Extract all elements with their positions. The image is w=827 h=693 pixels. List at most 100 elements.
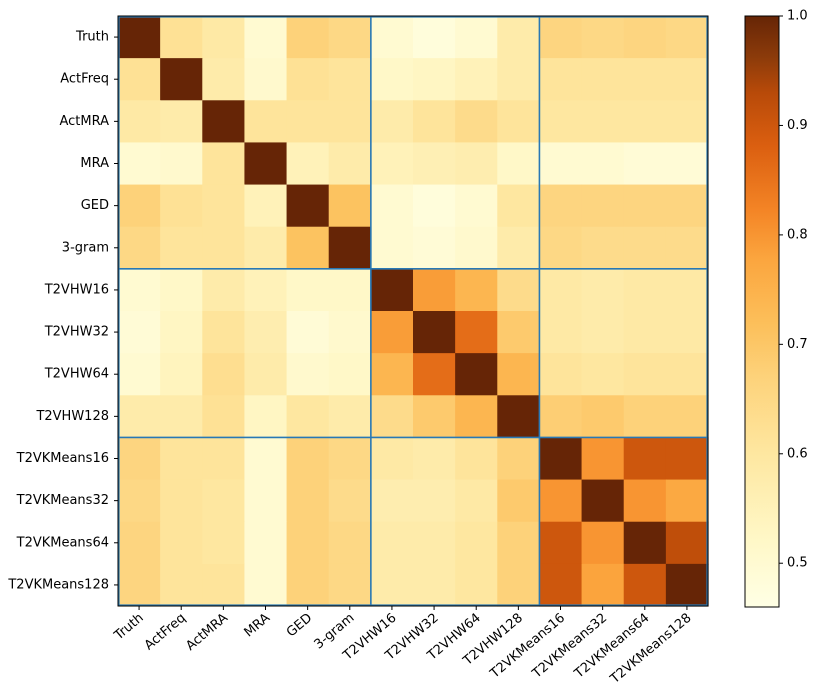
y-tick-label: T2VKMeans64 (16, 535, 109, 550)
heatmap-cell (413, 353, 456, 396)
heatmap-cell (370, 58, 414, 101)
x-tick-label: ActFreq (142, 611, 189, 654)
heatmap-cell (370, 16, 414, 59)
heatmap-cell (160, 58, 203, 101)
heatmap-cell (118, 268, 161, 312)
heatmap-cell (581, 521, 625, 565)
heatmap-cell (202, 58, 246, 101)
heatmap-cell (328, 142, 372, 186)
colorbar-tick-label: 0.8 (787, 227, 808, 242)
heatmap-cell (370, 353, 414, 396)
heatmap-cell (160, 184, 203, 228)
colorbar-ticks: 0.5 0.6 0.7 0.8 0.9 1.0 (779, 9, 808, 571)
heatmap-cell (623, 395, 667, 439)
heatmap-cell (539, 521, 583, 565)
heatmap-cell (539, 184, 583, 228)
heatmap-cell (413, 479, 456, 523)
heatmap-cell (286, 437, 330, 481)
heatmap-cell (581, 184, 625, 228)
x-tick-label: T2VKMeans16 (487, 611, 568, 683)
heatmap-cell (244, 268, 288, 312)
heatmap-cell (328, 100, 372, 144)
heatmap-cell (413, 311, 456, 354)
heatmap-cell (413, 100, 456, 144)
heatmap-cell (581, 142, 625, 186)
y-tick-label: MRA (80, 156, 109, 171)
y-tick-label: Truth (75, 30, 109, 45)
heatmap-cell (118, 521, 161, 565)
heatmap-cell (244, 142, 288, 186)
x-tick-label: MRA (242, 611, 274, 641)
heatmap-cell (244, 437, 288, 481)
colorbar-tick-label: 1.0 (787, 9, 808, 24)
heatmap-cell (160, 100, 203, 144)
heatmap-cell (118, 563, 161, 607)
heatmap-cell (539, 58, 583, 101)
heatmap-cell (623, 563, 667, 607)
heatmap-cell (413, 184, 456, 228)
heatmap-cell (413, 437, 456, 481)
colorbar-tick-label: 0.9 (787, 118, 808, 133)
y-tick-label: T2VHW16 (44, 282, 109, 297)
heatmap-cell (455, 100, 498, 144)
heatmap-cell (286, 521, 330, 565)
heatmap-cell (497, 521, 541, 565)
heatmap-cell (286, 142, 330, 186)
colorbar (744, 15, 780, 608)
heatmap-cell (581, 100, 625, 144)
heatmap-cell (455, 395, 498, 439)
heatmap-cell (370, 226, 414, 270)
heatmap-cell (539, 395, 583, 439)
heatmap-cell (539, 226, 583, 270)
heatmap-cell (455, 353, 498, 396)
group-boundary-lines (118, 15, 709, 607)
heatmap-cell (497, 563, 541, 607)
group-boundary-edge (118, 15, 709, 607)
heatmap-cell (160, 268, 203, 312)
heatmap-cell (244, 184, 288, 228)
heatmap-cell (455, 563, 498, 607)
heatmap-cell (118, 184, 161, 228)
heatmap-cell (160, 521, 203, 565)
heatmap-cell (623, 16, 667, 59)
heatmap-cell (455, 268, 498, 312)
heatmap-cell (286, 563, 330, 607)
heatmap-cell (665, 521, 709, 565)
heatmap-cell (328, 268, 372, 312)
heatmap-cell (623, 142, 667, 186)
heatmap-cell (328, 226, 372, 270)
heatmap-cell (581, 16, 625, 59)
heatmap-cell (665, 226, 709, 270)
heatmap-cell (665, 142, 709, 186)
heatmap-cell (118, 226, 161, 270)
heatmap-cell (413, 142, 456, 186)
heatmap-cell (581, 311, 625, 354)
heatmap-cell (497, 58, 541, 101)
heatmap-cells (118, 16, 709, 607)
heatmap-cell (244, 58, 288, 101)
heatmap-cell (370, 311, 414, 354)
heatmap-cell (455, 226, 498, 270)
heatmap-cell (623, 100, 667, 144)
colorbar-tick-label: 0.7 (787, 337, 808, 352)
heatmap-cell (328, 563, 372, 607)
heatmap-cell (413, 563, 456, 607)
heatmap-cell (539, 311, 583, 354)
heatmap-cell (413, 268, 456, 312)
y-tick-label: ActMRA (59, 114, 109, 129)
heatmap-cell (328, 437, 372, 481)
heatmap-cell (160, 437, 203, 481)
heatmap-cell (623, 521, 667, 565)
heatmap-cell (160, 16, 203, 59)
heatmap-cell (202, 16, 246, 59)
heatmap-cell (623, 184, 667, 228)
heatmap-cell (370, 142, 414, 186)
heatmap-cell (286, 226, 330, 270)
heatmap-cell (497, 353, 541, 396)
heatmap-cell (455, 184, 498, 228)
heatmap-cell (328, 184, 372, 228)
heatmap-cell (370, 437, 414, 481)
heatmap-cell (581, 58, 625, 101)
x-tick-label: GED (284, 611, 315, 641)
